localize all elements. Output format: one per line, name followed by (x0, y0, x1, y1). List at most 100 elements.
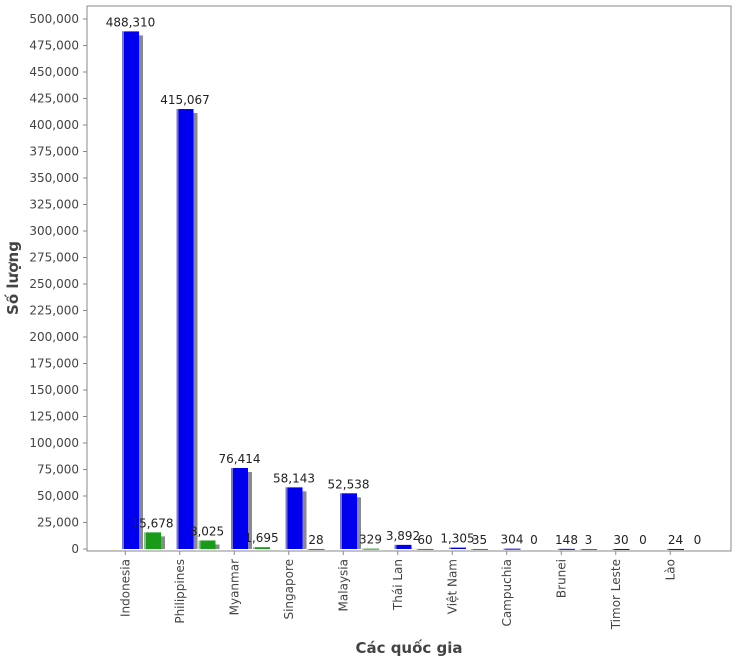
bar (285, 487, 303, 549)
bar-value-label: 35 (472, 533, 487, 547)
bar-value-label: 0 (694, 533, 702, 547)
x-tick-label: Việt Nam (445, 559, 459, 614)
bar-highlight (231, 468, 233, 549)
bar-value-label: 30 (613, 533, 628, 547)
bar (580, 548, 597, 550)
bar-highlight (285, 487, 288, 549)
bar (362, 548, 379, 550)
x-tick-label: Singapore (282, 559, 296, 620)
bar (667, 548, 684, 550)
bar-value-label: 3 (585, 533, 593, 547)
bar-highlight (176, 109, 179, 549)
bar (503, 548, 521, 550)
bar-highlight (144, 532, 146, 549)
bar-highlight (394, 544, 397, 549)
y-tick-label: 125,000 (29, 410, 79, 424)
bar-value-label: 60 (417, 533, 432, 547)
y-tick-label: 75,000 (37, 463, 79, 477)
bar-highlight (449, 547, 451, 549)
bar (612, 548, 630, 550)
y-tick-label: 375,000 (29, 145, 79, 159)
y-axis: 0 25,000 50,000 75,000 100,000 125,000 150,000… (29, 6, 88, 556)
bar-value-label: 8,025 (190, 524, 224, 538)
bar-highlight (471, 548, 473, 550)
y-tick-label: 0 (71, 542, 79, 556)
y-tick-label: 50,000 (37, 489, 79, 503)
bar (122, 31, 139, 549)
bar-value-label: 1,305 (440, 532, 474, 546)
y-tick-label: 450,000 (29, 65, 79, 79)
bar-highlight (503, 548, 506, 550)
y-tick-label: 200,000 (29, 330, 79, 344)
x-tick-label: Lào (663, 559, 677, 580)
y-tick-label: 500,000 (29, 12, 79, 26)
x-tick-label: Brunei (554, 559, 568, 598)
bar-highlight (122, 31, 124, 549)
x-tick-label: Timor Leste (609, 559, 623, 630)
x-tick-label: Campuchia (500, 559, 514, 627)
bar-value-label: 1,695 (244, 531, 278, 545)
bar-highlight (612, 548, 615, 550)
x-tick-label: Myanmar (227, 559, 241, 615)
bar-value-label: 329 (359, 533, 382, 547)
bar-highlight (416, 548, 419, 550)
x-axis: Indonesia Philippines Myanmar Singapore Mala… (87, 550, 731, 630)
bar (471, 548, 488, 550)
bar-value-label: 28 (308, 533, 323, 547)
y-tick-label: 325,000 (29, 198, 79, 212)
bar-value-label: 304 (501, 533, 524, 547)
bar (558, 548, 575, 550)
bar (198, 540, 216, 549)
y-tick-label: 100,000 (29, 436, 79, 450)
bar-value-label: 415,067 (160, 93, 210, 107)
y-tick-label: 225,000 (29, 304, 79, 318)
bar-value-label: 24 (668, 533, 683, 547)
bar-value-label: 3,892 (386, 529, 420, 543)
y-tick-label: 150,000 (29, 383, 79, 397)
bar-highlight (198, 540, 201, 549)
bar (231, 468, 248, 549)
x-tick-label: Thái Lan (391, 559, 405, 611)
y-tick-label: 425,000 (29, 92, 79, 106)
bar-value-label: 148 (555, 533, 578, 547)
y-tick-label: 350,000 (29, 171, 79, 185)
bar-value-label: 76,414 (219, 452, 261, 466)
y-tick-label: 300,000 (29, 224, 79, 238)
bar-highlight (667, 548, 669, 550)
bar-value-label: 0 (530, 533, 538, 547)
y-tick-label: 275,000 (29, 251, 79, 265)
bar-value-label: 52,538 (328, 477, 370, 491)
x-axis-title: Các quốc gia (355, 638, 462, 657)
y-tick-label: 25,000 (37, 516, 79, 530)
bar (253, 547, 270, 549)
bar-highlight (362, 548, 364, 550)
bar-value-label: 15,678 (132, 516, 174, 530)
bar-value-label: 58,143 (273, 471, 315, 485)
y-tick-label: 475,000 (29, 39, 79, 53)
bars (122, 31, 684, 550)
x-tick-label: Malaysia (336, 559, 350, 611)
bar (449, 547, 466, 549)
y-tick-label: 175,000 (29, 357, 79, 371)
bar (307, 548, 325, 550)
bar-value-label: 488,310 (106, 15, 156, 29)
bar (176, 109, 194, 549)
bar (340, 493, 357, 549)
x-tick-label: Indonesia (118, 559, 132, 617)
x-tick-label: Philippines (173, 559, 187, 624)
bar-highlight (253, 547, 255, 549)
y-axis-title: Số lượng (3, 241, 22, 315)
bar-highlight (580, 548, 582, 550)
bar (144, 532, 161, 549)
bar-highlight (340, 493, 342, 549)
bar (416, 548, 434, 550)
data-labels: 488,310 15,678 415,067 8,025 76,414 1,695 58,1… (106, 15, 702, 547)
bar-highlight (558, 548, 560, 550)
y-tick-label: 400,000 (29, 118, 79, 132)
bar-highlight (307, 548, 310, 550)
bar (394, 544, 412, 549)
bar-value-label: 0 (639, 533, 647, 547)
y-tick-label: 250,000 (29, 277, 79, 291)
